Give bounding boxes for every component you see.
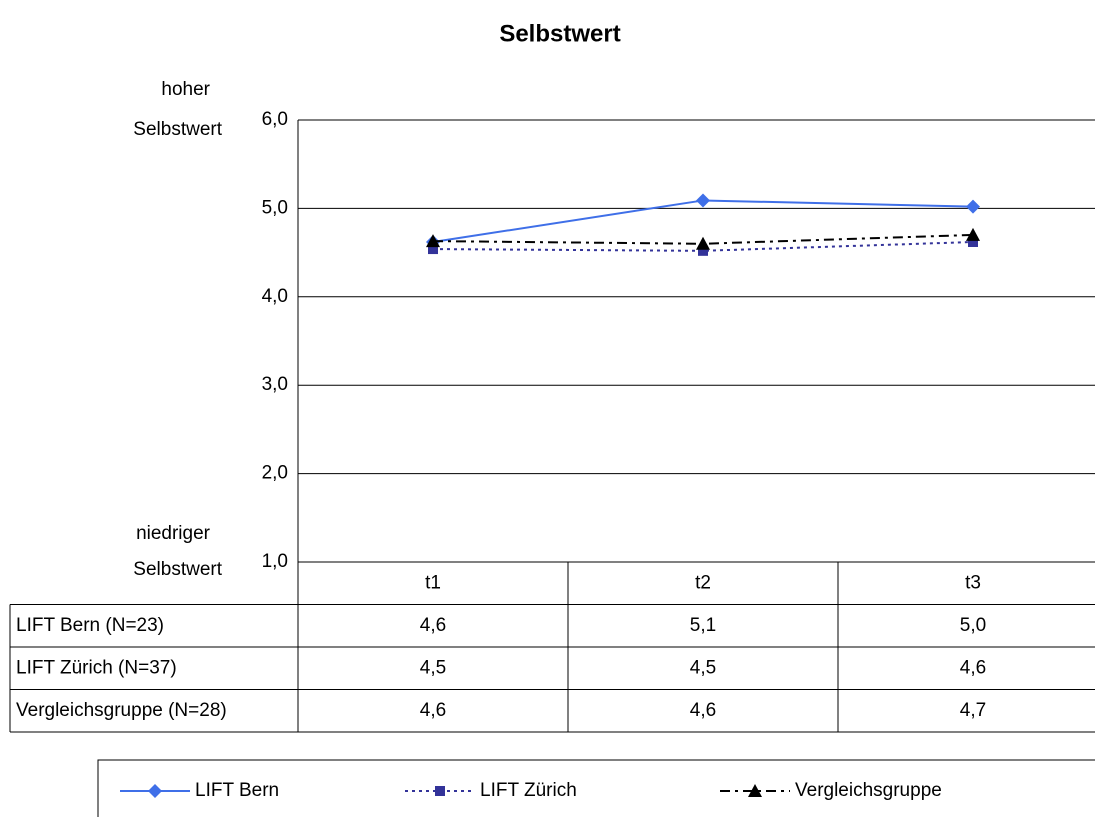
table-cell: 4,7 — [960, 700, 986, 721]
x-tick-label: t3 — [965, 572, 981, 593]
table-cell: 4,6 — [420, 615, 446, 636]
table-cell: 4,5 — [420, 657, 446, 678]
table-cell: 4,6 — [420, 700, 446, 721]
marker — [696, 193, 710, 208]
chart-title: Selbstwert — [499, 20, 620, 47]
marker — [966, 227, 980, 241]
table-cell: 4,5 — [690, 657, 716, 678]
marker — [696, 236, 710, 250]
legend-label: Vergleichsgruppe — [795, 780, 942, 801]
series-line — [432, 240, 974, 252]
x-tick-label: t2 — [695, 572, 711, 593]
table-row-label: Vergleichsgruppe (N=28) — [16, 700, 227, 721]
table-cell: 4,6 — [690, 700, 716, 721]
y-tick-label: 5,0 — [262, 197, 288, 218]
marker — [966, 199, 980, 214]
axis-annotation: hoher — [161, 79, 210, 100]
y-tick-label: 4,0 — [262, 286, 288, 307]
y-tick-label: 6,0 — [262, 109, 288, 130]
legend-box — [97, 759, 1095, 817]
table-cell: 5,1 — [690, 615, 716, 636]
legend-label: LIFT Bern — [195, 780, 279, 801]
marker — [698, 245, 708, 256]
legend-marker — [148, 784, 162, 798]
table-cell: 5,0 — [960, 615, 986, 636]
table-cell: 4,6 — [960, 657, 986, 678]
y-tick-label: 3,0 — [262, 374, 288, 395]
table-row-label: LIFT Zürich (N=37) — [16, 657, 177, 678]
legend-marker — [748, 784, 762, 797]
x-tick-label: t1 — [425, 572, 441, 593]
table-row-label: LIFT Bern (N=23) — [16, 615, 164, 636]
axis-annotation: Selbstwert — [133, 559, 222, 580]
axis-annotation: niedriger — [136, 523, 211, 544]
marker — [428, 244, 438, 255]
marker — [426, 234, 440, 248]
y-tick-label: 1,0 — [262, 551, 288, 572]
axis-annotation: Selbstwert — [133, 119, 222, 140]
marker — [968, 236, 978, 247]
legend-marker — [435, 786, 445, 796]
y-tick-label: 2,0 — [262, 463, 288, 484]
legend-label: LIFT Zürich — [480, 780, 577, 801]
